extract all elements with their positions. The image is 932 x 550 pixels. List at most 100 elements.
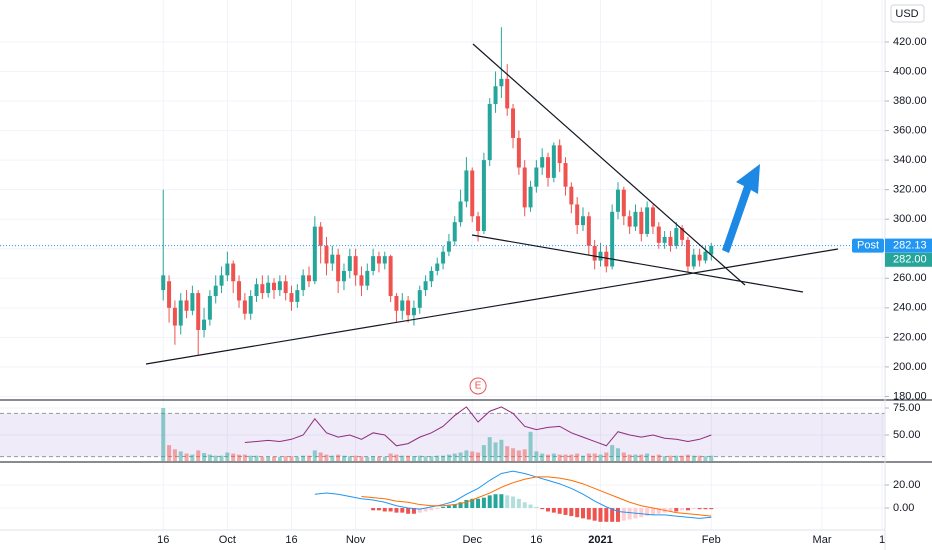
volume-bar — [528, 431, 533, 461]
candle-body — [487, 103, 492, 161]
x-tick-label: Dec — [462, 534, 482, 546]
support-trendline — [145, 248, 839, 365]
macd-histogram-bar — [703, 508, 708, 510]
macd-histogram-bar — [382, 508, 387, 512]
candle-body — [685, 239, 690, 267]
candle-body — [272, 282, 277, 291]
y-tick-label: 340.00 — [893, 154, 927, 166]
candle-body — [703, 251, 708, 261]
macd-histogram-bar — [499, 494, 504, 509]
candle-body — [435, 263, 440, 271]
volume-bar — [248, 455, 253, 461]
macd-line — [361, 476, 712, 517]
marks-layer — [0, 27, 885, 522]
macd-histogram-bar — [569, 508, 574, 517]
volume-bar — [575, 453, 580, 461]
volume-bar — [336, 454, 341, 461]
volume-bar — [231, 453, 236, 461]
volume-bar — [161, 408, 166, 461]
volume-bar — [435, 455, 440, 461]
candle-body — [528, 186, 533, 208]
candle-body — [668, 236, 673, 246]
macd-histogram-bar — [464, 499, 469, 509]
x-tick-label: 16 — [285, 534, 297, 546]
macd-histogram-bar — [429, 508, 434, 511]
macd-histogram-bar — [534, 506, 539, 509]
candle-body — [237, 281, 242, 301]
macd-histogram-bar — [388, 508, 393, 512]
volume-bar — [411, 456, 416, 461]
candle-body — [633, 211, 638, 227]
macd-histogram-bar — [639, 508, 644, 518]
volume-bar — [685, 454, 690, 461]
candle-body — [225, 263, 230, 276]
y-tick-label: 400.00 — [893, 65, 927, 77]
volume-bar — [540, 453, 545, 461]
volume-bar — [260, 456, 265, 461]
volume-bar — [295, 456, 300, 461]
candle-body — [423, 281, 428, 291]
macd-histogram-bar — [487, 495, 492, 509]
volume-bar — [511, 448, 516, 461]
volume-bar — [680, 455, 685, 461]
volume-bar — [272, 456, 277, 461]
macd-histogram-bar — [563, 508, 568, 515]
volume-bar — [376, 456, 381, 461]
volume-bar — [639, 454, 644, 461]
volume-bar — [621, 452, 626, 461]
candle-body — [697, 254, 702, 261]
candle-body — [371, 256, 376, 271]
macd-histogram-bar — [650, 508, 655, 515]
volume-bar — [674, 455, 679, 461]
candle-body — [306, 275, 311, 282]
macd-histogram-bar — [435, 508, 440, 510]
rsi-line — [244, 406, 712, 447]
candle-body — [411, 307, 416, 316]
candle-body — [382, 256, 387, 264]
volume-bar — [406, 455, 411, 461]
candle-body — [289, 293, 294, 302]
candle-body — [621, 189, 626, 217]
macd-histogram-bar — [470, 498, 475, 509]
candle-body — [202, 319, 207, 330]
macd-histogram-bar — [656, 508, 661, 514]
volume-bar — [417, 455, 422, 461]
candle-body — [481, 160, 486, 232]
lower-trendline — [471, 234, 804, 293]
macd-histogram-bar — [516, 498, 521, 509]
candle-body — [639, 211, 644, 234]
volume-bar — [557, 454, 562, 461]
candle-body — [260, 284, 265, 294]
candle-body — [650, 207, 655, 227]
volume-bar — [546, 454, 551, 461]
candle-body — [586, 216, 591, 246]
volume-bar — [499, 439, 504, 461]
candle-body — [656, 226, 661, 243]
currency-box[interactable] — [890, 4, 925, 23]
candle-body — [167, 281, 172, 308]
volume-bar — [237, 454, 242, 461]
price-box-label: 282.13 — [893, 240, 927, 252]
volume-bar — [446, 454, 451, 461]
candle-body — [592, 245, 597, 261]
candle-body — [184, 300, 189, 311]
candle-body — [190, 293, 195, 311]
candle-body — [353, 256, 358, 276]
price-tag — [852, 238, 884, 253]
x-tick-label: Feb — [702, 534, 721, 546]
price-box — [885, 238, 932, 253]
y-tick-label: 0.00 — [893, 502, 914, 514]
x-tick-label: 2021 — [588, 534, 612, 546]
volume-bar — [359, 456, 364, 461]
candle-body — [417, 290, 422, 308]
candle-body — [406, 300, 411, 316]
labels-layer: 16 Oct 16 Nov Dec 16 2021 Feb Mar 1 180.00 200.00 22… — [157, 36, 932, 546]
volume-bar — [219, 455, 224, 461]
candle-body — [691, 254, 696, 267]
volume-bar — [283, 456, 288, 461]
candle-body — [499, 78, 504, 87]
macd-histogram-bar — [458, 502, 463, 509]
macd-histogram-bar — [592, 508, 597, 521]
y-tick-label: 300.00 — [893, 213, 927, 225]
